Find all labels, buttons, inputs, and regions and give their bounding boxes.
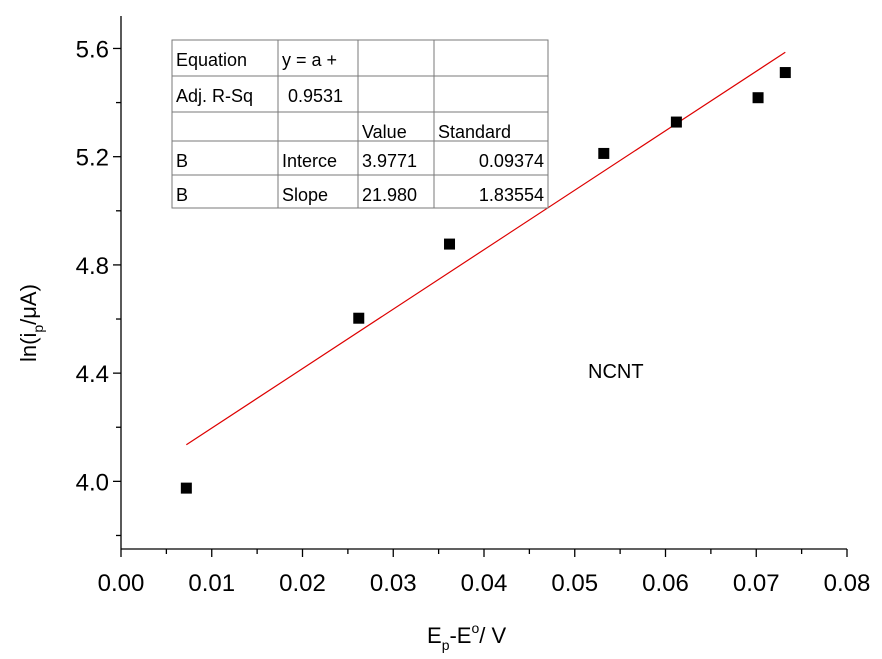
fit-results-table: Equation y = a + Adj. R-Sq 0.9531 Value Stand… xyxy=(171,39,549,209)
table-cell: Standard xyxy=(438,122,511,142)
data-point xyxy=(670,116,682,128)
table-cell: Value xyxy=(362,122,407,142)
x-tick-label: 0.05 xyxy=(551,570,598,597)
x-tick-label: 0.01 xyxy=(188,570,235,597)
table-cell: B xyxy=(176,151,188,171)
fit-line-layer xyxy=(186,51,786,446)
table-cell: 0.09374 xyxy=(479,151,544,171)
table-cell: 0.9531 xyxy=(288,86,343,106)
x-tick-label: 0.00 xyxy=(98,570,145,597)
table-cell: B xyxy=(176,185,188,205)
x-tick-label: 0.04 xyxy=(461,570,508,597)
data-point xyxy=(353,312,365,324)
x-tick-label: 0.08 xyxy=(824,570,871,597)
table-cell: Interce xyxy=(282,151,337,171)
table-cell: 21.980 xyxy=(362,185,417,205)
x-tick-label: 0.07 xyxy=(733,570,780,597)
x-tick-label: 0.06 xyxy=(642,570,689,597)
data-point xyxy=(752,92,764,104)
data-point xyxy=(180,482,192,494)
points-layer xyxy=(180,67,791,494)
table-cell: Slope xyxy=(282,185,328,205)
table-frame xyxy=(171,39,549,209)
x-tick-label: 0.03 xyxy=(370,570,417,597)
data-point xyxy=(598,147,610,159)
y-tick-label: 5.2 xyxy=(76,145,109,172)
table-cell: Equation xyxy=(176,50,247,70)
linear-fit-line xyxy=(186,51,786,446)
data-point xyxy=(444,238,456,250)
table-cell: Adj. R-Sq xyxy=(176,86,253,106)
x-axis-title: Ep-Eo/ V xyxy=(427,620,507,653)
y-axis-title: ln(ip/μA) xyxy=(16,284,46,362)
series-annotation: NCNT xyxy=(588,361,644,383)
y-tick-label: 4.8 xyxy=(76,253,109,280)
y-tick-label: 4.4 xyxy=(76,361,109,388)
data-point xyxy=(779,67,791,79)
axes: 0.00 0.01 0.02 0.03 0.04 0.05 0.06 0.07 0.08 4.0 4… xyxy=(76,16,871,597)
y-tick-label: 5.6 xyxy=(76,36,109,63)
table-cell: 3.9771 xyxy=(362,151,417,171)
table-cell: 1.83554 xyxy=(479,185,544,205)
x-tick-label: 0.02 xyxy=(279,570,326,597)
y-tick-label: 4.0 xyxy=(76,469,109,496)
table-cell: y = a + xyxy=(282,50,337,70)
